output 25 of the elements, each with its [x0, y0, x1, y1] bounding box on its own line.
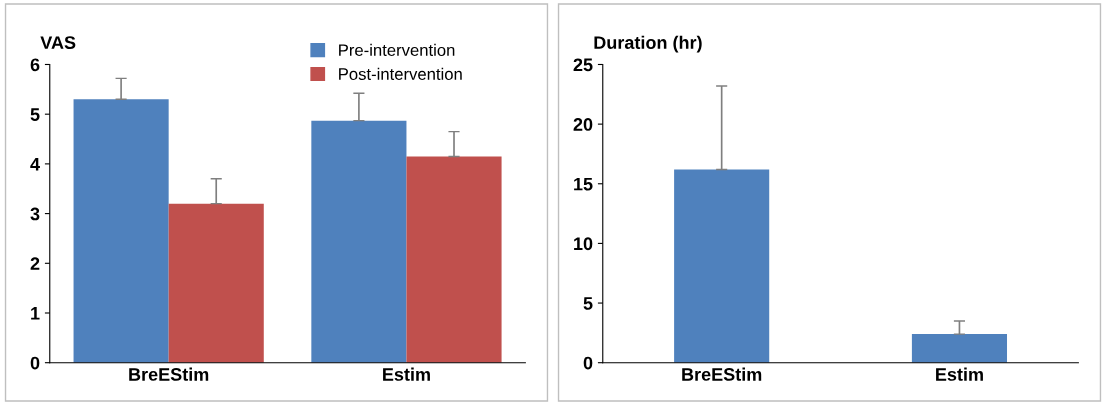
- bar: [73, 99, 169, 363]
- y-tick-label: 5: [583, 297, 593, 310]
- legend-label: Pre-intervention: [339, 43, 455, 57]
- y-axis-title: Duration (hr): [594, 35, 702, 53]
- bar: [311, 120, 407, 363]
- y-tick-label: 3: [30, 207, 40, 221]
- y-tick-label: 10: [574, 237, 593, 251]
- legend-label: Post-intervention: [339, 67, 462, 80]
- y-tick-label: 20: [573, 118, 593, 131]
- x-tick-label: BreEStim: [129, 367, 209, 381]
- y-axis-title: VAS: [40, 36, 76, 49]
- y-tick-label: 15: [574, 177, 593, 191]
- x-tick-label: Estim: [936, 367, 983, 381]
- y-tick-label: 0: [30, 356, 40, 370]
- y-tick-label: 5: [30, 108, 40, 121]
- x-tick-label: Estim: [383, 367, 430, 381]
- x-tick-label: BreEStim: [682, 367, 762, 381]
- bar: [406, 156, 502, 363]
- y-tick-label: 6: [30, 58, 40, 72]
- y-tick-label: 25: [573, 58, 593, 72]
- y-tick-label: 2: [30, 257, 40, 270]
- bar: [168, 203, 264, 363]
- y-tick-label: 4: [30, 158, 40, 171]
- y-tick-label: 1: [31, 307, 40, 320]
- y-tick-label: 0: [583, 356, 593, 370]
